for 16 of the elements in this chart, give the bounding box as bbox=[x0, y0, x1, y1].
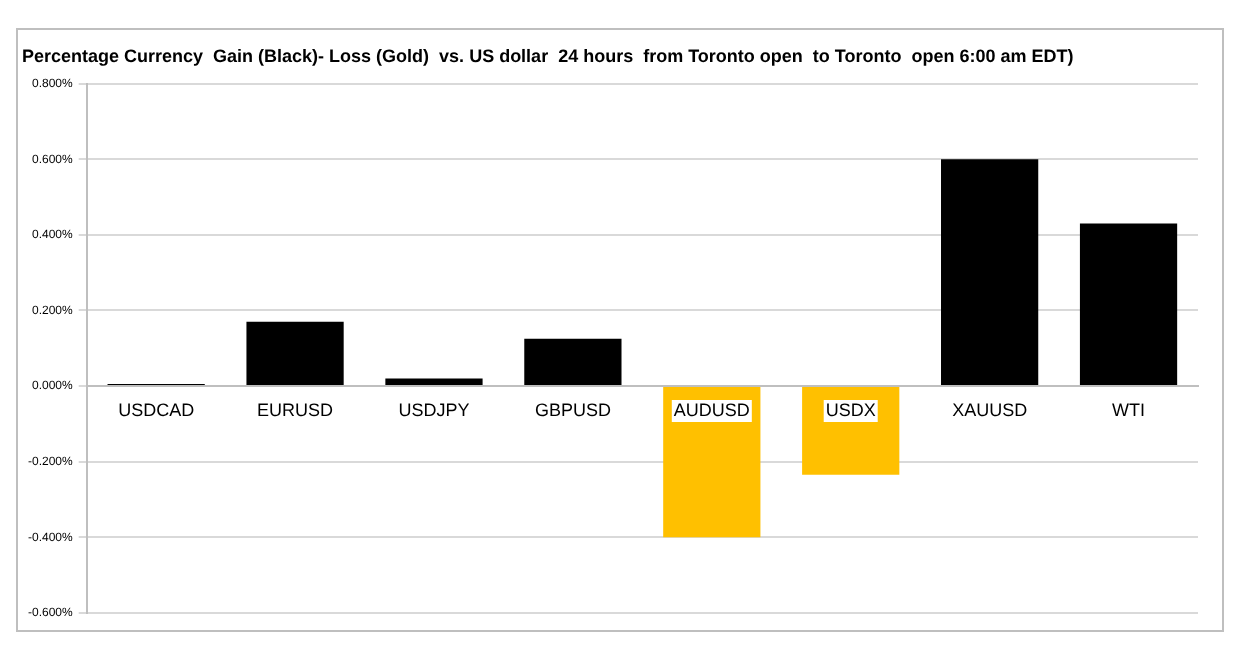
bar bbox=[802, 387, 900, 475]
chart-title: Percentage Currency Gain (Black)- Loss (Gold) vs. US dollar 24 hours from Toronto open to Toronto open 6:00 am EDT) bbox=[22, 45, 1074, 66]
x-tick-label: USDCAD bbox=[118, 399, 196, 420]
bar bbox=[663, 387, 761, 538]
bar bbox=[1079, 223, 1178, 385]
x-tick-label: GBPUSD bbox=[534, 399, 612, 420]
x-tick-label: USDX bbox=[825, 399, 876, 420]
x-tick-label: EURUSD bbox=[257, 399, 335, 420]
x-tick-label: WTI bbox=[1112, 399, 1146, 420]
x-tick-label: USDJPY bbox=[398, 399, 470, 420]
x-tick-label: XAUUSD bbox=[952, 399, 1029, 420]
x-tick-label: AUDUSD bbox=[673, 399, 751, 420]
bar bbox=[385, 378, 483, 385]
bar bbox=[941, 159, 1039, 385]
bar bbox=[246, 321, 344, 385]
bar bbox=[524, 338, 622, 385]
